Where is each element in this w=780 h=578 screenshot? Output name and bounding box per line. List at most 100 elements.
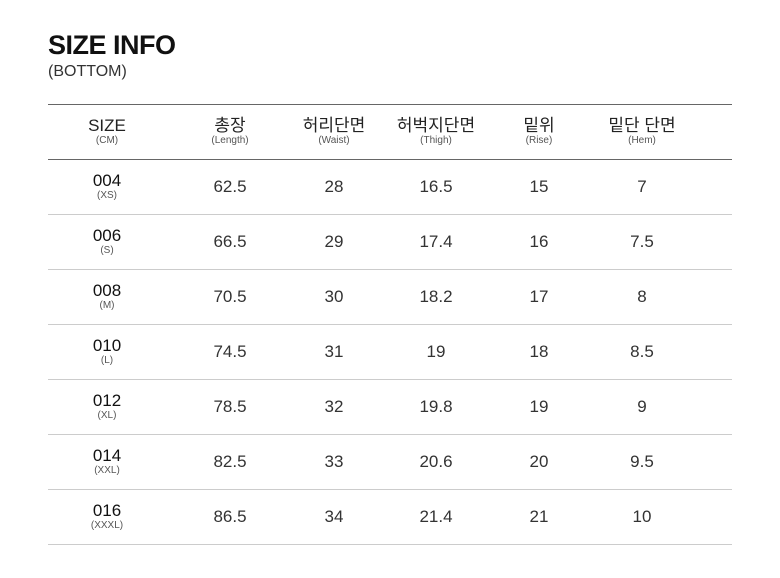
- header-waist: 허리단면 (Waist): [294, 117, 374, 147]
- size-code: 004: [92, 171, 122, 190]
- measurement-value: 16: [529, 232, 549, 251]
- header-size: SIZE (CM): [48, 117, 166, 147]
- header-label: 밑위: [523, 116, 555, 135]
- header-hem: 밑단 단면 (Hem): [580, 117, 704, 147]
- header-sublabel: (Thigh): [420, 135, 452, 146]
- size-alias: (S): [100, 245, 114, 256]
- header-thigh: 허벅지단면 (Thigh): [374, 117, 498, 147]
- measurement-value: 19: [426, 342, 446, 361]
- header-label: 허벅지단면: [396, 116, 476, 135]
- value-cell: 31: [294, 342, 374, 362]
- size-code: 012: [92, 391, 122, 410]
- measurement-value: 19: [529, 397, 549, 416]
- header-sublabel: (CM): [95, 135, 119, 146]
- measurement-value: 8: [637, 287, 647, 306]
- size-code: 014: [92, 446, 122, 465]
- measurement-value: 33: [324, 452, 344, 471]
- header-sublabel: (Length): [211, 135, 249, 146]
- measurement-value: 16.5: [419, 177, 453, 196]
- table-row: 006 (S) 66.5 29 17.4 16 7.5: [48, 215, 732, 270]
- value-cell: 28: [294, 177, 374, 197]
- value-cell: 86.5: [166, 507, 294, 527]
- table-row: 008 (M) 70.5 30 18.2 17 8: [48, 270, 732, 325]
- value-cell: 16: [498, 232, 580, 252]
- size-code: 006: [92, 226, 122, 245]
- value-cell: 18: [498, 342, 580, 362]
- size-cell: 006 (S): [48, 227, 166, 257]
- measurement-value: 17.4: [419, 232, 453, 251]
- value-cell: 9: [580, 397, 704, 417]
- value-cell: 74.5: [166, 342, 294, 362]
- measurement-value: 86.5: [213, 507, 247, 526]
- value-cell: 9.5: [580, 452, 704, 472]
- measurement-value: 7: [637, 177, 647, 196]
- measurement-value: 74.5: [213, 342, 247, 361]
- measurement-value: 21: [529, 507, 549, 526]
- value-cell: 20.6: [374, 452, 498, 472]
- measurement-value: 28: [324, 177, 344, 196]
- measurement-value: 62.5: [213, 177, 247, 196]
- measurement-value: 66.5: [213, 232, 247, 251]
- table-row: 014 (XXL) 82.5 33 20.6 20 9.5: [48, 435, 732, 490]
- measurement-value: 9: [637, 397, 647, 416]
- value-cell: 17.4: [374, 232, 498, 252]
- value-cell: 7.5: [580, 232, 704, 252]
- measurement-value: 34: [324, 507, 344, 526]
- value-cell: 34: [294, 507, 374, 527]
- table-header: SIZE (CM) 총장 (Length) 허리단면 (Waist) 허벅지단면 (Th…: [48, 105, 732, 160]
- header-label: SIZE: [88, 116, 126, 135]
- measurement-value: 19.8: [419, 397, 453, 416]
- measurement-value: 21.4: [419, 507, 453, 526]
- value-cell: 21.4: [374, 507, 498, 527]
- value-cell: 15: [498, 177, 580, 197]
- value-cell: 33: [294, 452, 374, 472]
- size-alias: (XXL): [94, 465, 120, 476]
- value-cell: 70.5: [166, 287, 294, 307]
- header-rise: 밑위 (Rise): [498, 117, 580, 147]
- header-label: 밑단 단면: [608, 116, 676, 135]
- measurement-value: 17: [529, 287, 549, 306]
- value-cell: 17: [498, 287, 580, 307]
- page-title: SIZE INFO: [48, 30, 176, 60]
- table-row: 004 (XS) 62.5 28 16.5 15 7: [48, 160, 732, 215]
- measurement-value: 15: [529, 177, 549, 196]
- size-table: SIZE (CM) 총장 (Length) 허리단면 (Waist) 허벅지단면 (Th…: [48, 104, 732, 545]
- header-label: 총장: [214, 116, 246, 135]
- measurement-value: 32: [324, 397, 344, 416]
- value-cell: 62.5: [166, 177, 294, 197]
- size-cell: 016 (XXXL): [48, 502, 166, 532]
- measurement-value: 18: [529, 342, 549, 361]
- value-cell: 19.8: [374, 397, 498, 417]
- table-row: 016 (XXXL) 86.5 34 21.4 21 10: [48, 490, 732, 545]
- value-cell: 10: [580, 507, 704, 527]
- value-cell: 7: [580, 177, 704, 197]
- header-sublabel: (Waist): [318, 135, 350, 146]
- header-label: 허리단면: [302, 116, 366, 135]
- measurement-value: 9.5: [630, 452, 654, 471]
- value-cell: 19: [498, 397, 580, 417]
- header-sublabel: (Rise): [525, 135, 553, 146]
- measurement-value: 18.2: [419, 287, 453, 306]
- size-code: 016: [92, 501, 122, 520]
- size-cell: 008 (M): [48, 282, 166, 312]
- size-alias: (XS): [97, 190, 117, 201]
- size-cell: 014 (XXL): [48, 447, 166, 477]
- page-subtitle: (BOTTOM): [48, 63, 127, 80]
- value-cell: 30: [294, 287, 374, 307]
- measurement-value: 31: [324, 342, 344, 361]
- value-cell: 8.5: [580, 342, 704, 362]
- table-row: 010 (L) 74.5 31 19 18 8.5: [48, 325, 732, 380]
- measurement-value: 30: [324, 287, 344, 306]
- value-cell: 18.2: [374, 287, 498, 307]
- value-cell: 16.5: [374, 177, 498, 197]
- measurement-value: 78.5: [213, 397, 247, 416]
- size-code: 008: [92, 281, 122, 300]
- measurement-value: 20.6: [419, 452, 453, 471]
- value-cell: 21: [498, 507, 580, 527]
- size-cell: 010 (L): [48, 337, 166, 367]
- value-cell: 19: [374, 342, 498, 362]
- value-cell: 78.5: [166, 397, 294, 417]
- measurement-value: 7.5: [630, 232, 654, 251]
- value-cell: 8: [580, 287, 704, 307]
- size-code: 010: [92, 336, 122, 355]
